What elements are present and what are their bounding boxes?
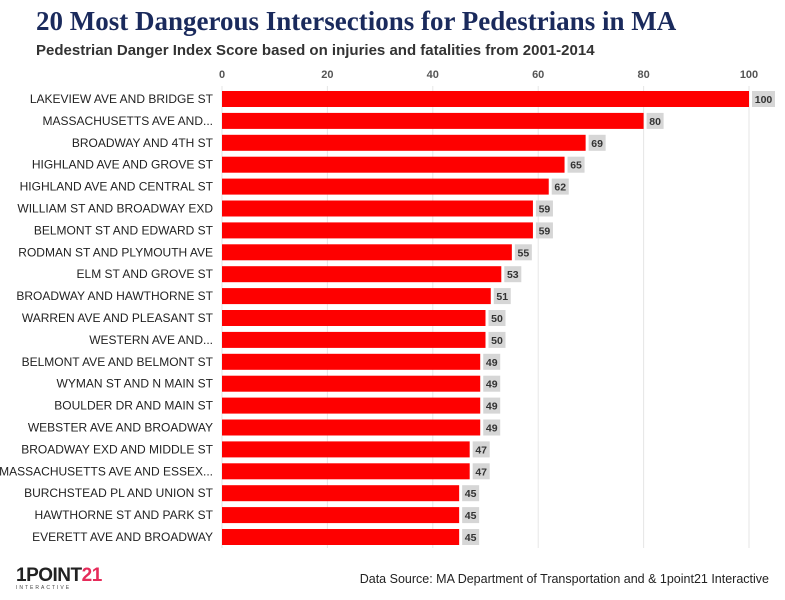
- data-label: 100: [755, 94, 773, 106]
- category-label: BOULDER DR AND MAIN ST: [54, 399, 213, 413]
- bar: [222, 112, 644, 129]
- data-label-box: [535, 222, 553, 239]
- data-label: 49: [486, 423, 498, 435]
- data-label-box: [472, 441, 490, 458]
- category-label: BELMONT ST AND EDWARD ST: [34, 223, 214, 237]
- data-label: 47: [475, 466, 487, 478]
- category-label: EVERETT AVE AND BROADWAY: [32, 530, 213, 544]
- bar: [222, 397, 481, 414]
- data-label: 50: [491, 313, 503, 325]
- bar: [222, 507, 460, 524]
- category-label: BURCHSTEAD PL AND UNION ST: [24, 486, 214, 500]
- data-label-box: [462, 485, 480, 502]
- data-label: 49: [486, 379, 498, 391]
- data-label-box: [488, 331, 506, 348]
- category-label: RODMAN ST AND PLYMOUTH AVE: [18, 245, 213, 259]
- logo-wordmark: 1POINT21: [16, 565, 102, 586]
- bar: [222, 529, 460, 545]
- data-label-box: [493, 288, 511, 305]
- data-label: 65: [570, 160, 582, 172]
- data-label: 69: [591, 138, 603, 150]
- category-label: MASSACHUSETTS AVE AND...: [43, 114, 213, 128]
- bar: [222, 266, 502, 283]
- x-tick-label: 0: [219, 69, 225, 81]
- data-label-box: [551, 178, 569, 195]
- category-label: BROADWAY AND 4TH ST: [72, 136, 214, 150]
- logo-subtitle: INTERACTIVE: [16, 585, 72, 591]
- x-tick-label: 80: [637, 69, 649, 81]
- category-label: BROADWAY AND HAWTHORNE ST: [16, 289, 213, 303]
- data-label-box: [483, 397, 501, 414]
- category-label: ELM ST AND GROVE ST: [77, 267, 214, 281]
- bar: [222, 353, 481, 370]
- data-label-box: [504, 266, 522, 283]
- bar: [222, 463, 470, 480]
- bar: [222, 441, 470, 458]
- data-source-note: Data Source: MA Department of Transporta…: [359, 572, 769, 586]
- chart-subtitle: Pedestrian Danger Index Score based on i…: [36, 42, 595, 59]
- data-label: 59: [539, 225, 551, 237]
- chart-title: 20 Most Dangerous Intersections for Pede…: [36, 6, 677, 36]
- category-label: HAWTHORNE ST AND PARK ST: [35, 508, 214, 522]
- data-label-box: [752, 91, 775, 107]
- bar: [222, 375, 481, 392]
- data-label: 51: [496, 291, 508, 303]
- bar: [222, 156, 565, 173]
- data-label-box: [472, 463, 490, 480]
- data-label: 45: [465, 532, 477, 544]
- bar: [222, 244, 512, 261]
- bar: [222, 331, 486, 348]
- category-label: MASSACHUSETTS AVE AND ESSEX...: [0, 464, 213, 478]
- category-label: WEBSTER AVE AND BROADWAY: [28, 421, 213, 435]
- data-label: 47: [475, 444, 487, 456]
- category-label: WARREN AVE AND PLEASANT ST: [22, 311, 214, 325]
- data-label: 49: [486, 357, 498, 369]
- data-label: 62: [554, 182, 566, 194]
- bar: [222, 288, 491, 305]
- data-label: 59: [539, 204, 551, 216]
- data-label-box: [535, 200, 553, 217]
- data-label: 45: [465, 488, 477, 500]
- bar: [222, 485, 460, 502]
- data-label-box: [483, 353, 501, 370]
- x-tick-label: 60: [532, 69, 544, 81]
- x-tick-label: 20: [321, 69, 333, 81]
- data-label-box: [646, 112, 664, 129]
- data-label-box: [588, 134, 606, 151]
- bar: [222, 200, 533, 217]
- data-label: 55: [518, 247, 530, 259]
- bar: [222, 91, 749, 107]
- data-label: 80: [649, 116, 661, 128]
- bar: [222, 134, 586, 151]
- data-label-box: [462, 529, 480, 545]
- data-label-box: [567, 156, 585, 173]
- x-tick-label: 40: [427, 69, 439, 81]
- data-label-box: [483, 419, 501, 436]
- data-label: 45: [465, 510, 477, 522]
- data-label-box: [514, 244, 532, 261]
- data-label: 49: [486, 401, 498, 413]
- bar: [222, 419, 481, 436]
- data-label: 53: [507, 269, 519, 281]
- category-label: HIGHLAND AVE AND GROVE ST: [32, 158, 214, 172]
- bar: [222, 222, 533, 239]
- bar-chart: 0 20 40 60 80 100 LAKEVIEW AVE AND BRIDGE ST 10…: [0, 69, 775, 548]
- category-label: BELMONT AVE AND BELMONT ST: [22, 355, 214, 369]
- data-label-box: [483, 375, 501, 392]
- brand-logo: 1POINT21 INTERACTIVE: [16, 566, 102, 591]
- x-tick-label: 100: [740, 69, 758, 81]
- category-label: HIGHLAND AVE AND CENTRAL ST: [20, 180, 214, 194]
- category-label: WESTERN AVE AND...: [89, 333, 213, 347]
- bar: [222, 310, 486, 326]
- bar: [222, 178, 549, 195]
- category-label: BROADWAY EXD AND MIDDLE ST: [21, 442, 213, 456]
- category-label: WYMAN ST AND N MAIN ST: [57, 377, 214, 391]
- data-label-box: [462, 507, 480, 524]
- data-label-box: [488, 310, 506, 326]
- data-label: 50: [491, 335, 503, 347]
- category-label: WILLIAM ST AND BROADWAY EXD: [17, 202, 213, 216]
- category-label: LAKEVIEW AVE AND BRIDGE ST: [30, 92, 214, 106]
